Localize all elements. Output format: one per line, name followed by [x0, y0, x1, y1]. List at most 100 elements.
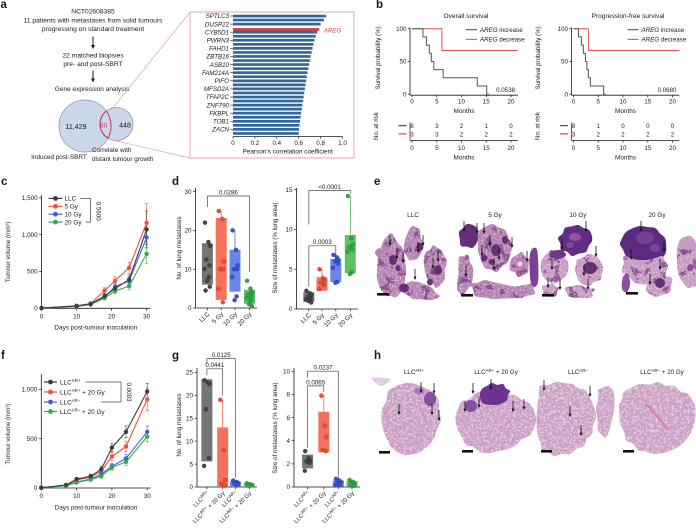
- svg-text:FAM214A: FAM214A: [202, 70, 229, 77]
- svg-text:Pearson's correlation coeffici: Pearson's correlation coefficient: [243, 149, 333, 156]
- svg-text:CYB5D1: CYB5D1: [205, 29, 229, 36]
- svg-text:20: 20: [108, 314, 116, 321]
- svg-text:No. of lung metastases: No. of lung metastases: [176, 393, 183, 456]
- svg-text:<0.0001: <0.0001: [318, 184, 341, 191]
- svg-text:Progression-free survival: Progression-free survival: [592, 13, 665, 20]
- svg-text:500: 500: [27, 436, 38, 443]
- svg-text:1,000: 1,000: [22, 387, 38, 394]
- svg-text:448: 448: [119, 123, 131, 130]
- svg-text:0: 0: [34, 306, 38, 313]
- svg-text:Correlate with: Correlate with: [92, 147, 132, 154]
- svg-text:0: 0: [289, 306, 293, 313]
- svg-text:2: 2: [621, 131, 625, 138]
- svg-text:2: 2: [509, 131, 513, 138]
- svg-text:1,000: 1,000: [22, 232, 38, 239]
- svg-text:0.0003: 0.0003: [313, 239, 332, 246]
- svg-text:0: 0: [671, 123, 675, 130]
- svg-text:ZBTB16: ZBTB16: [205, 54, 229, 61]
- svg-text:10: 10: [285, 227, 293, 234]
- svg-text:5 Gy: 5 Gy: [65, 204, 79, 211]
- svg-text:30: 30: [144, 493, 152, 500]
- svg-text:15: 15: [186, 415, 194, 422]
- svg-text:5 Gy: 5 Gy: [488, 212, 502, 219]
- svg-text:2: 2: [484, 131, 488, 138]
- svg-text:LLCAR+: LLCAR+: [60, 378, 81, 386]
- svg-text:2: 2: [646, 131, 650, 138]
- svg-text:e: e: [374, 176, 380, 188]
- svg-text:LLCAR– + 20 Gy: LLCAR– + 20 Gy: [60, 408, 105, 416]
- svg-text:LLCAR– + 20 Gy: LLCAR– + 20 Gy: [640, 368, 684, 376]
- svg-text:AREG decrease: AREG decrease: [641, 37, 687, 44]
- svg-text:Days post-tumour inoculation: Days post-tumour inoculation: [54, 324, 137, 331]
- svg-text:NCT02608385: NCT02608385: [71, 9, 115, 16]
- svg-text:10: 10: [184, 266, 192, 273]
- svg-text:500: 500: [27, 269, 38, 276]
- svg-text:8: 8: [286, 392, 290, 399]
- svg-text:0.0065: 0.0065: [306, 379, 325, 386]
- svg-text:0: 0: [621, 123, 625, 130]
- svg-text:Survival probability (%): Survival probability (%): [535, 26, 542, 89]
- svg-text:FKBPL: FKBPL: [209, 110, 229, 117]
- svg-text:0.4: 0.4: [272, 140, 281, 147]
- svg-text:0.0093: 0.0093: [125, 383, 132, 402]
- svg-text:100: 100: [396, 26, 407, 33]
- svg-text:10 Gy: 10 Gy: [65, 212, 83, 219]
- svg-text:ZNF790: ZNF790: [206, 102, 230, 109]
- svg-text:20: 20: [508, 145, 515, 152]
- svg-text:2: 2: [671, 131, 675, 138]
- svg-text:5: 5: [596, 99, 600, 106]
- svg-text:0: 0: [572, 99, 576, 106]
- svg-text:20: 20: [184, 228, 192, 235]
- svg-text:5: 5: [289, 266, 293, 273]
- svg-text:20: 20: [108, 493, 116, 500]
- svg-text:ZACN: ZACN: [211, 127, 229, 134]
- svg-text:0: 0: [286, 484, 290, 491]
- svg-text:g: g: [172, 350, 179, 362]
- svg-text:No. at risk: No. at risk: [373, 111, 380, 140]
- svg-text:Tumour volume (mm³): Tumour volume (mm³): [5, 404, 12, 465]
- svg-text:TOB1: TOB1: [213, 119, 229, 126]
- svg-text:ASB10: ASB10: [209, 62, 230, 69]
- svg-text:0: 0: [34, 485, 38, 492]
- svg-text:AREG decrease: AREG decrease: [479, 37, 525, 44]
- svg-text:0.0286: 0.0286: [219, 189, 238, 196]
- svg-text:2: 2: [596, 131, 600, 138]
- svg-text:20: 20: [669, 145, 676, 152]
- svg-text:c: c: [1, 176, 8, 188]
- svg-text:0.0441: 0.0441: [205, 362, 224, 369]
- svg-text:10: 10: [620, 99, 627, 106]
- svg-text:0.0680: 0.0680: [658, 87, 677, 94]
- svg-text:4: 4: [286, 438, 290, 445]
- svg-text:0: 0: [231, 140, 235, 147]
- svg-text:10: 10: [458, 145, 465, 152]
- svg-text:Induced post-SBRT: Induced post-SBRT: [31, 154, 87, 161]
- svg-text:15: 15: [285, 187, 293, 194]
- svg-text:No. of lung metastases: No. of lung metastases: [176, 216, 183, 279]
- svg-text:20 Gy: 20 Gy: [65, 219, 83, 226]
- svg-text:d: d: [172, 176, 179, 188]
- svg-text:10: 10: [73, 493, 81, 500]
- svg-text:MFSD2A: MFSD2A: [204, 86, 229, 93]
- svg-text:FAHD1: FAHD1: [209, 46, 229, 53]
- svg-text:2: 2: [460, 131, 464, 138]
- svg-text:0.6: 0.6: [294, 140, 303, 147]
- svg-text:2: 2: [460, 123, 464, 130]
- svg-text:AREG: AREG: [323, 28, 342, 35]
- svg-text:5: 5: [435, 145, 439, 152]
- svg-text:0.2: 0.2: [251, 140, 260, 147]
- svg-text:Months: Months: [615, 155, 636, 162]
- svg-text:25: 25: [186, 370, 194, 377]
- svg-text:Tumour volume (mm³): Tumour volume (mm³): [5, 222, 12, 283]
- svg-text:3: 3: [435, 131, 439, 138]
- svg-text:1: 1: [484, 123, 488, 130]
- svg-text:0.0538: 0.0538: [496, 87, 515, 94]
- svg-text:Days post-tumour inoculation: Days post-tumour inoculation: [55, 505, 138, 512]
- svg-text:15: 15: [644, 99, 651, 106]
- svg-text:1,500: 1,500: [22, 195, 38, 202]
- svg-text:0.0237: 0.0237: [314, 365, 333, 372]
- svg-text:LLCAR–: LLCAR–: [568, 368, 588, 376]
- svg-text:DUSP22: DUSP22: [205, 21, 230, 28]
- svg-text:20: 20: [508, 99, 515, 106]
- svg-text:0: 0: [564, 91, 568, 98]
- svg-text:0: 0: [572, 145, 576, 152]
